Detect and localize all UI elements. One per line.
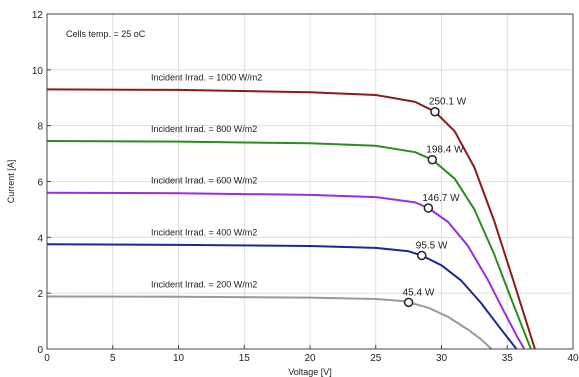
y-tick-label: 12: [32, 10, 44, 21]
iv-curve-series: [46, 295, 493, 350]
y-tick-label: 6: [37, 178, 43, 189]
iv-curve-series: [46, 140, 532, 350]
curves: [46, 88, 536, 350]
ticks: 0 5 10 15 20 25 30 35 40 0 2 4 6 8 10 12: [32, 10, 579, 364]
x-tick-label: 5: [110, 353, 116, 364]
irradiance-label: Incident Irrad. = 600 W/m2: [151, 176, 257, 186]
mpp-marker: [423, 203, 434, 213]
y-tick-label: 2: [37, 289, 43, 300]
y-tick-label: 10: [32, 66, 44, 77]
mpp-power-label: 198.4 W: [426, 145, 464, 156]
y-tick-label: 8: [37, 122, 43, 133]
x-tick-label: 35: [502, 353, 514, 364]
mpp-power-label: 45.4 W: [403, 287, 435, 298]
x-tick-label: 15: [239, 353, 251, 364]
irradiance-label: Incident Irrad. = 800 W/m2: [151, 124, 257, 134]
x-tick-label: 25: [370, 353, 382, 364]
irradiance-label: Incident Irrad. = 1000 W/m2: [151, 72, 262, 82]
y-axis-label: Current [A]: [6, 160, 16, 204]
x-axis-label: Voltage [V]: [288, 367, 332, 377]
iv-curve-series: [46, 191, 526, 350]
mpp-power-label: 146.7 W: [422, 193, 460, 204]
annotations: Incident Irrad. = 1000 W/m2 250.1 W Incide…: [151, 72, 467, 308]
mpp-marker: [417, 250, 427, 261]
iv-curve-series: [46, 88, 536, 350]
x-tick-label: 0: [44, 353, 50, 364]
x-tick-label: 10: [173, 353, 185, 364]
y-tick-label: 0: [37, 345, 43, 356]
x-tick-label: 20: [304, 353, 316, 364]
iv-curve-series: [46, 243, 518, 350]
mpp-marker: [430, 106, 440, 117]
irradiance-label: Incident Irrad. = 400 W/m2: [151, 227, 257, 237]
x-tick-label: 30: [436, 353, 448, 364]
mpp-marker: [427, 154, 438, 165]
irradiance-label: Incident Irrad. = 200 W/m2: [151, 280, 257, 290]
y-tick-label: 4: [37, 233, 43, 244]
mpp-marker: [403, 297, 414, 308]
x-tick-label: 40: [567, 353, 579, 364]
grid: [46, 13, 574, 350]
mpp-power-label: 250.1 W: [429, 97, 467, 108]
mpp-power-label: 95.5 W: [416, 240, 448, 251]
cell-temperature-note: Cells temp. = 25 oC: [66, 29, 146, 39]
